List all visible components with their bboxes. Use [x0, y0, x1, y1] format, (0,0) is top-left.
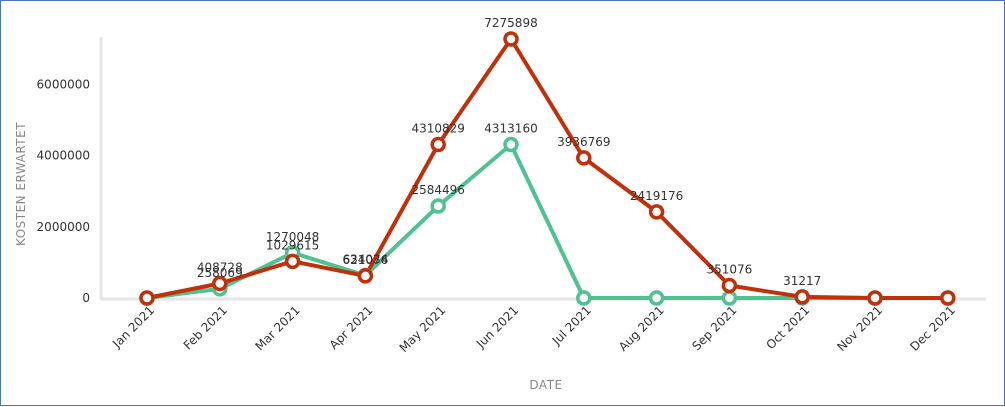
data-point[interactable]: [503, 31, 519, 47]
x-tick-label: May 2021: [397, 303, 449, 355]
data-label: 1029615: [266, 238, 319, 252]
data-point[interactable]: [867, 290, 883, 306]
data-point[interactable]: [648, 204, 665, 220]
data-point[interactable]: [576, 150, 592, 166]
data-label: 634034: [342, 252, 388, 266]
data-point[interactable]: [576, 290, 592, 306]
data-point[interactable]: [430, 198, 446, 214]
series-line-2: [145, 37, 950, 300]
data-label: 2584496: [411, 183, 464, 197]
x-tick-label: Oct 2021: [763, 303, 812, 352]
data-point[interactable]: [648, 290, 665, 306]
data-label: 7275898: [484, 16, 537, 30]
data-point[interactable]: [721, 290, 738, 306]
x-tick-label: Jun 2021: [473, 303, 521, 351]
data-label: 4310829: [411, 122, 464, 136]
data-point[interactable]: [357, 268, 374, 284]
x-tick-label: Dec 2021: [907, 303, 958, 354]
series-lines: [145, 37, 950, 300]
data-label: 351076: [706, 263, 752, 277]
y-tick-label: 2000000: [37, 220, 90, 234]
data-label: 258069: [197, 266, 243, 280]
x-tick-label: Nov 2021: [834, 303, 885, 354]
data-label: 621076: [342, 253, 388, 267]
x-tick-label: Mar 2021: [253, 303, 303, 353]
x-tick-label: Aug 2021: [616, 303, 667, 354]
x-tick-label: Jul 2021: [549, 303, 594, 348]
series-points: [139, 31, 956, 306]
data-label: 3936769: [557, 135, 610, 149]
y-tick-label: 4000000: [37, 149, 90, 163]
data-labels: 258069 1270048 634034 2584496 4313160 408728 1…: [197, 16, 821, 288]
data-point[interactable]: [940, 290, 956, 306]
data-label: 2419176: [630, 189, 683, 203]
y-axis-title: KOSTEN ERWARTET: [14, 122, 28, 246]
data-label: 4313160: [484, 121, 537, 135]
data-point[interactable]: [430, 136, 446, 153]
x-tick-label: Jan 2021: [109, 303, 157, 351]
series-line-1: [145, 142, 950, 300]
data-point[interactable]: [139, 290, 155, 306]
y-tick-label: 0: [82, 291, 90, 305]
data-point[interactable]: [721, 277, 738, 294]
data-point[interactable]: [212, 275, 228, 292]
data-label: 1270048: [266, 230, 319, 244]
x-tick-label: Apr 2021: [327, 303, 376, 352]
x-axis-title: DATE: [529, 378, 562, 392]
y-tick-label: 6000000: [37, 77, 90, 91]
y-tick-labels: 0 2000000 4000000 6000000: [37, 77, 90, 305]
x-tick-label: Sep 2021: [689, 303, 739, 353]
data-point[interactable]: [284, 253, 301, 270]
data-point[interactable]: [794, 289, 810, 305]
data-label: 408728: [197, 260, 243, 274]
data-label: 31217: [783, 274, 821, 288]
x-tick-labels: Jan 2021 Feb 2021 Mar 2021 Apr 2021 May 2021…: [109, 303, 958, 355]
data-point[interactable]: [503, 136, 519, 153]
x-tick-label: Feb 2021: [181, 303, 230, 352]
